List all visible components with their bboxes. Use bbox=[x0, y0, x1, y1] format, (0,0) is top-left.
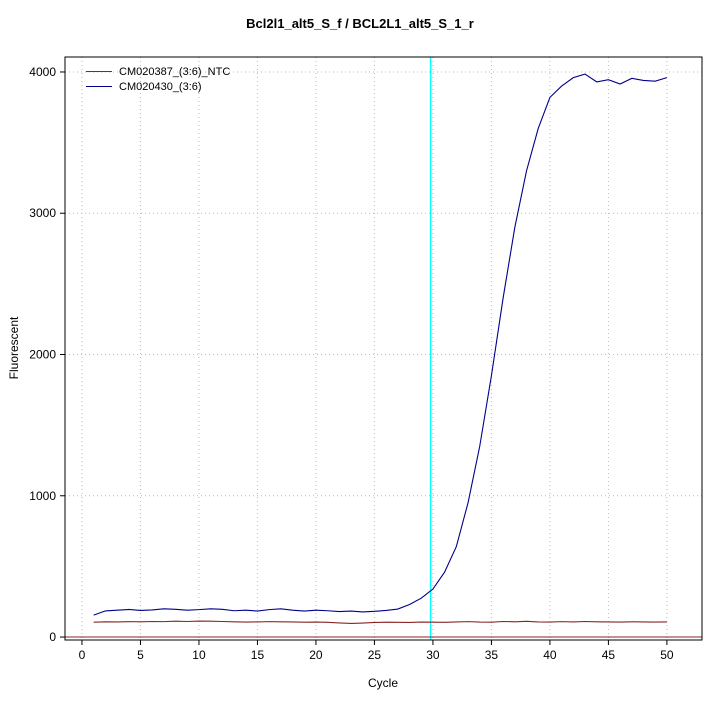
svg-text:1000: 1000 bbox=[29, 489, 56, 503]
x-axis-label: Cycle bbox=[367, 676, 399, 690]
y-axis-label: Fluorescent bbox=[7, 316, 21, 380]
svg-text:4000: 4000 bbox=[29, 65, 56, 79]
svg-text:3000: 3000 bbox=[29, 206, 56, 220]
legend-line-ntc-icon bbox=[86, 71, 112, 72]
svg-text:2000: 2000 bbox=[29, 348, 56, 362]
svg-text:20: 20 bbox=[309, 648, 323, 662]
legend-line-sample-icon bbox=[86, 86, 112, 87]
legend-label-sample: CM020430_(3:6) bbox=[119, 80, 202, 93]
svg-text:40: 40 bbox=[543, 648, 557, 662]
svg-text:25: 25 bbox=[368, 648, 382, 662]
svg-text:50: 50 bbox=[660, 648, 674, 662]
legend: CM020387_(3:6)_NTC CM020430_(3:6) bbox=[86, 64, 230, 94]
svg-text:10: 10 bbox=[192, 648, 206, 662]
svg-text:0: 0 bbox=[79, 648, 86, 662]
svg-text:15: 15 bbox=[251, 648, 265, 662]
svg-text:35: 35 bbox=[485, 648, 499, 662]
legend-item-sample: CM020430_(3:6) bbox=[86, 79, 230, 94]
chart-title: Bcl2l1_alt5_S_f / BCL2L1_alt5_S_1_r bbox=[246, 16, 474, 31]
svg-text:0: 0 bbox=[49, 630, 56, 644]
svg-text:30: 30 bbox=[426, 648, 440, 662]
svg-text:45: 45 bbox=[602, 648, 616, 662]
svg-text:5: 5 bbox=[137, 648, 144, 662]
legend-item-ntc: CM020387_(3:6)_NTC bbox=[86, 64, 230, 79]
legend-label-ntc: CM020387_(3:6)_NTC bbox=[119, 65, 231, 78]
